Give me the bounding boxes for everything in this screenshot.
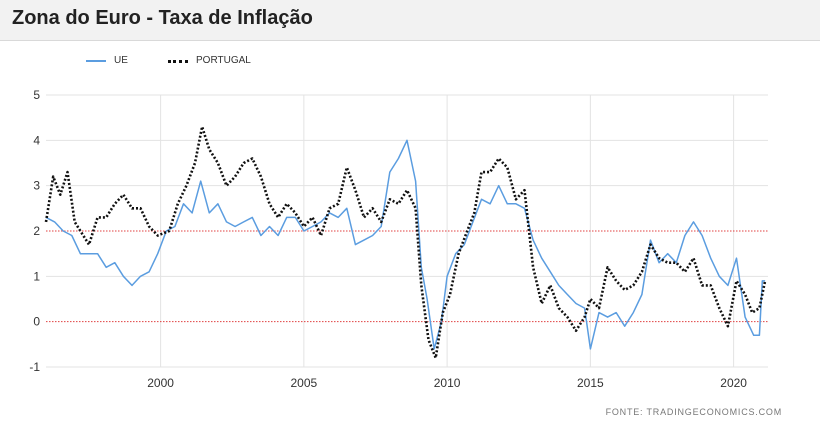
header-bar: Zona do Euro - Taxa de Inflação: [0, 0, 820, 41]
series-line-ue: [45, 139, 766, 350]
y-tick-label: 1: [33, 269, 40, 283]
y-tick-label: 4: [33, 133, 40, 147]
legend-label-portugal: PORTUGAL: [196, 55, 251, 66]
source-text: FONTE: TRADINGECONOMICS.COM: [605, 407, 782, 417]
y-tick-label: 2: [33, 224, 40, 238]
y-tick-label: 5: [33, 88, 40, 102]
y-tick-label: 0: [33, 315, 40, 329]
legend-swatch-ue: [86, 60, 106, 62]
x-tick-label: 2010: [434, 376, 461, 390]
legend-swatch-portugal: [168, 60, 188, 63]
y-tick-label: 3: [33, 179, 40, 193]
x-tick-label: 2005: [291, 376, 318, 390]
chart-title: Zona do Euro - Taxa de Inflação: [12, 7, 313, 29]
legend-label-ue: UE: [114, 55, 128, 66]
x-tick-label: 2015: [577, 376, 604, 390]
y-tick-label: -1: [29, 360, 40, 374]
series-line-portugal: [44, 125, 767, 360]
x-tick-label: 2020: [720, 376, 747, 390]
x-tick-label: 2000: [147, 376, 174, 390]
